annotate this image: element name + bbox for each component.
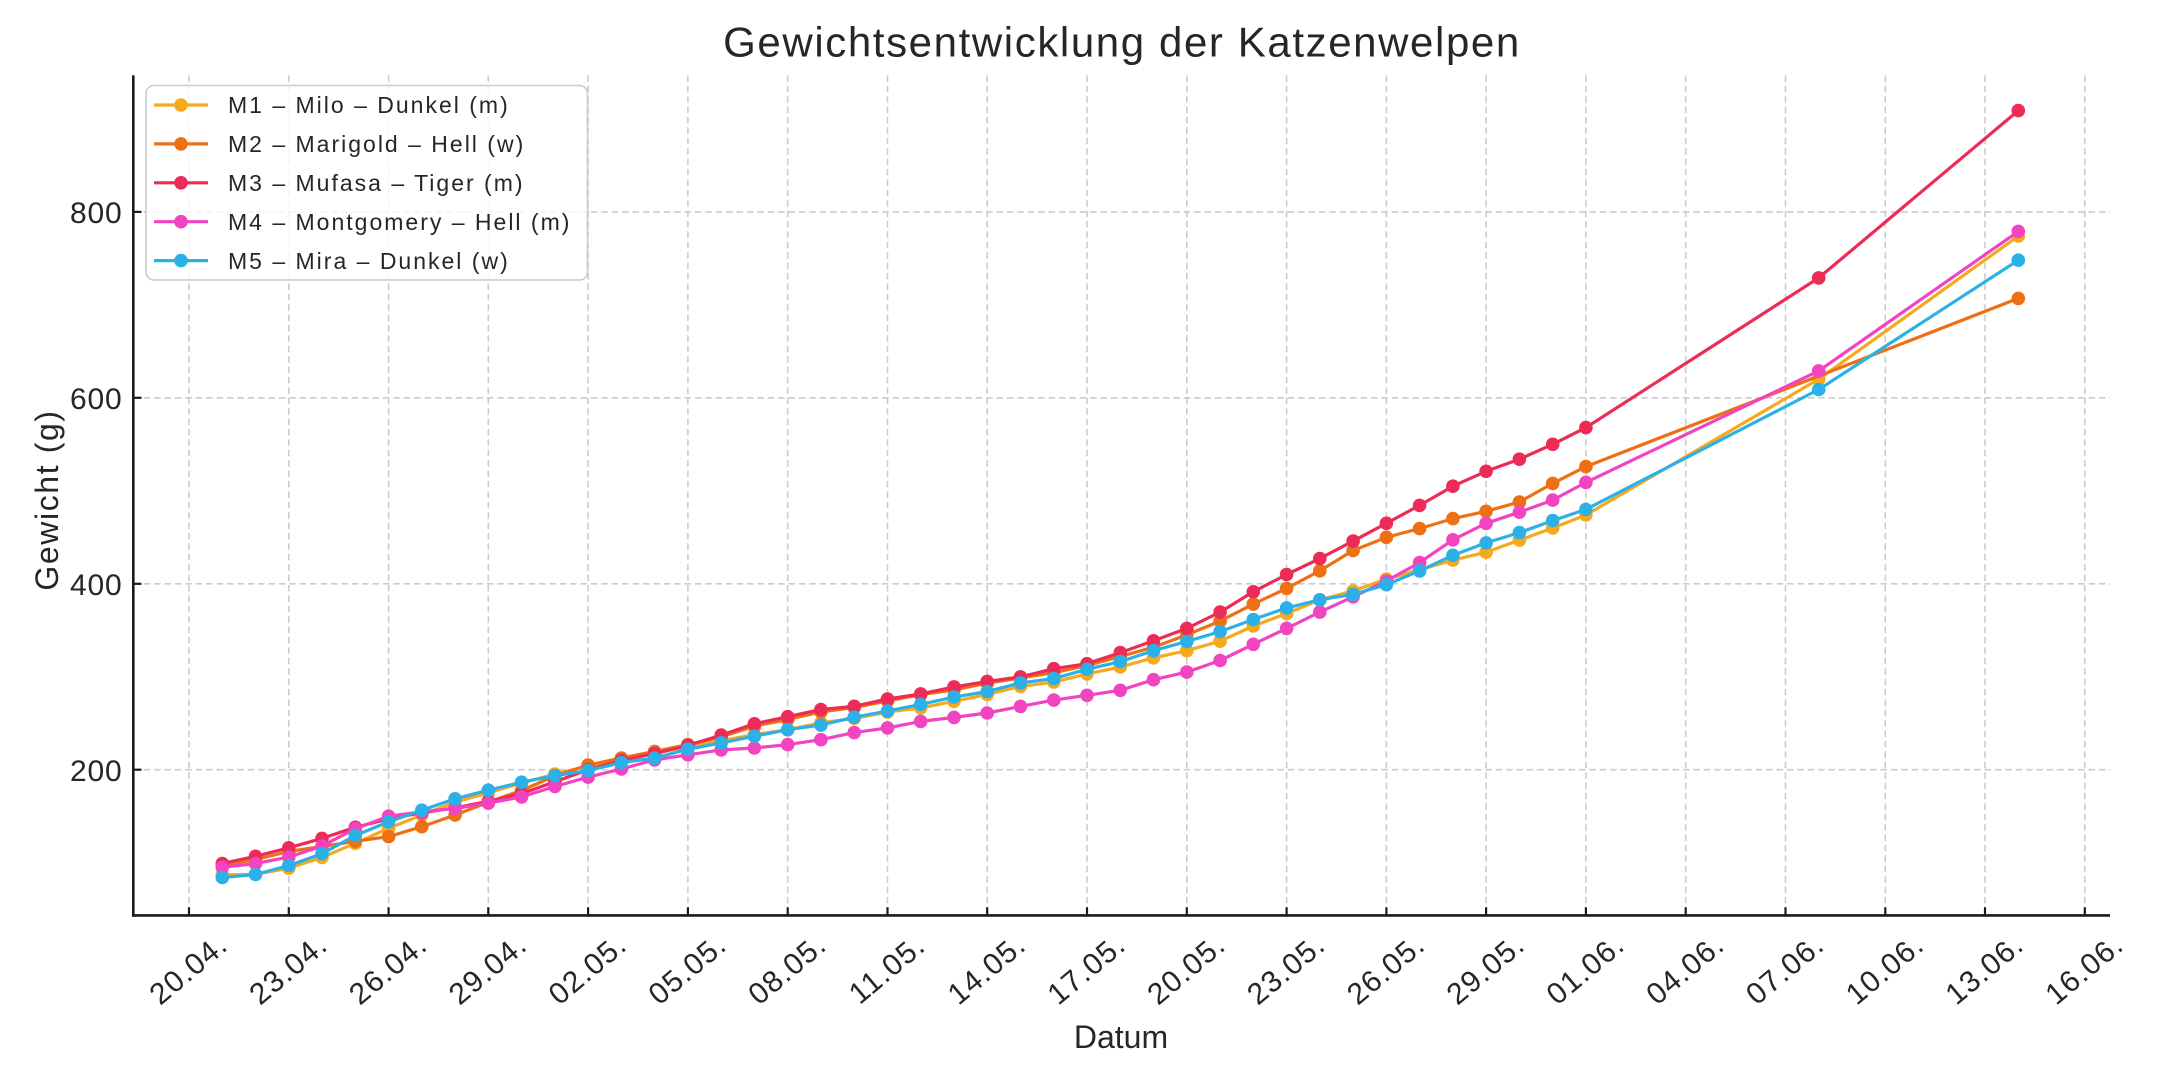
svg-text:M2 – Marigold – Hell (w): M2 – Marigold – Hell (w) [228,131,525,157]
svg-text:Gewichtsentwicklung der Katzen: Gewichtsentwicklung der Katzenwelpen [723,19,1521,66]
svg-text:M5 – Mira – Dunkel (w): M5 – Mira – Dunkel (w) [228,248,510,274]
svg-text:M1 – Milo – Dunkel (m): M1 – Milo – Dunkel (m) [228,92,510,118]
svg-text:600: 600 [70,383,122,416]
svg-text:M3 – Mufasa – Tiger (m): M3 – Mufasa – Tiger (m) [228,170,525,196]
svg-text:400: 400 [70,569,122,602]
svg-text:Gewicht (g): Gewicht (g) [29,409,65,590]
svg-text:Datum: Datum [1074,1019,1168,1055]
svg-text:M4 – Montgomery – Hell (m): M4 – Montgomery – Hell (m) [228,209,571,235]
svg-text:800: 800 [70,197,122,230]
svg-text:200: 200 [70,755,122,788]
